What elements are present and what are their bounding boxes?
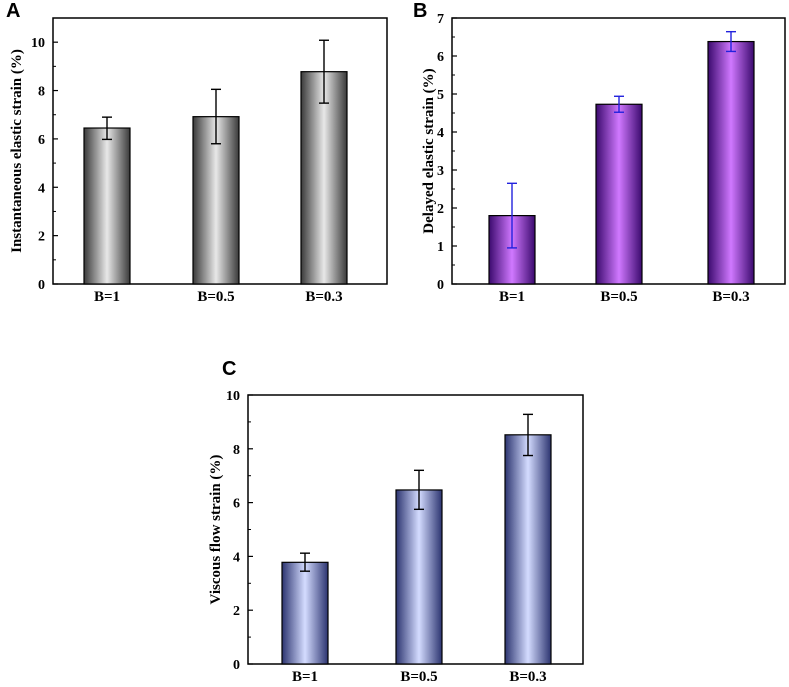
x-tick-label-b-2: B=0.5	[600, 289, 637, 305]
chart-a: 0 2 4 6 8 10 Instantaneous elastic strain (%) B…	[9, 17, 388, 305]
x-tick-label-b-3: B=0.3	[712, 289, 749, 305]
x-tick-label-c-1: B=1	[292, 669, 318, 685]
y-tick-label-c: 10	[226, 389, 240, 404]
y-tick-label-b: 6	[437, 50, 444, 65]
y-axis-label-b: Delayed elastic strain (%)	[421, 68, 437, 233]
y-tick-label-c: 8	[233, 443, 240, 458]
y-tick-label-c: 0	[233, 658, 240, 673]
bar-a-2	[192, 116, 240, 285]
y-axis-label-c: Viscous flow strain (%)	[208, 455, 224, 605]
y-tick-label-c: 6	[233, 497, 240, 512]
bar-b-2	[595, 103, 643, 285]
x-tick-label-c-2: B=0.5	[400, 669, 437, 685]
y-tick-label-c: 2	[233, 604, 240, 619]
x-tick-label-a-3: B=0.3	[305, 289, 342, 305]
panel-label-c: C	[222, 358, 237, 380]
bar-b-3	[707, 40, 755, 285]
bar-c-1	[281, 561, 329, 665]
y-tick-label-b: 2	[437, 202, 444, 217]
y-tick-label-a: 10	[31, 36, 45, 51]
y-tick-label-b: 5	[437, 88, 444, 103]
y-tick-label-b: 0	[437, 278, 444, 293]
x-tick-label-a-1: B=1	[94, 289, 120, 305]
y-axis-label-a: Instantaneous elastic strain (%)	[9, 49, 25, 253]
panel-label-b: B	[413, 0, 428, 22]
y-tick-label-b: 1	[437, 240, 444, 255]
y-tick-label-b: 4	[437, 126, 444, 141]
bar-a-1	[83, 127, 131, 285]
bar-a-3	[300, 71, 348, 285]
bar-c-2	[395, 489, 443, 665]
y-tick-label-a: 2	[38, 230, 45, 245]
y-tick-label-a: 8	[38, 85, 45, 100]
y-tick-label-b: 7	[437, 12, 444, 27]
y-tick-label-a: 0	[38, 278, 45, 293]
x-tick-label-b-1: B=1	[499, 289, 525, 305]
panel-label-a: A	[6, 0, 21, 22]
chart-b: 0 1 2 3 4 5 6 7 Delayed elastic strain (%) B=1 B=0…	[421, 12, 786, 305]
chart-c: 0 2 4 6 8 10 Viscous flow strain (%) B=1 B=0.5 B=…	[208, 389, 584, 685]
y-tick-label-b: 3	[437, 164, 444, 179]
bar-c-3	[504, 434, 552, 665]
y-tick-label-a: 4	[38, 181, 45, 196]
x-tick-label-a-2: B=0.5	[197, 289, 234, 305]
x-tick-label-c-3: B=0.3	[509, 669, 546, 685]
y-tick-label-a: 6	[38, 133, 45, 148]
y-tick-label-c: 4	[233, 550, 240, 565]
